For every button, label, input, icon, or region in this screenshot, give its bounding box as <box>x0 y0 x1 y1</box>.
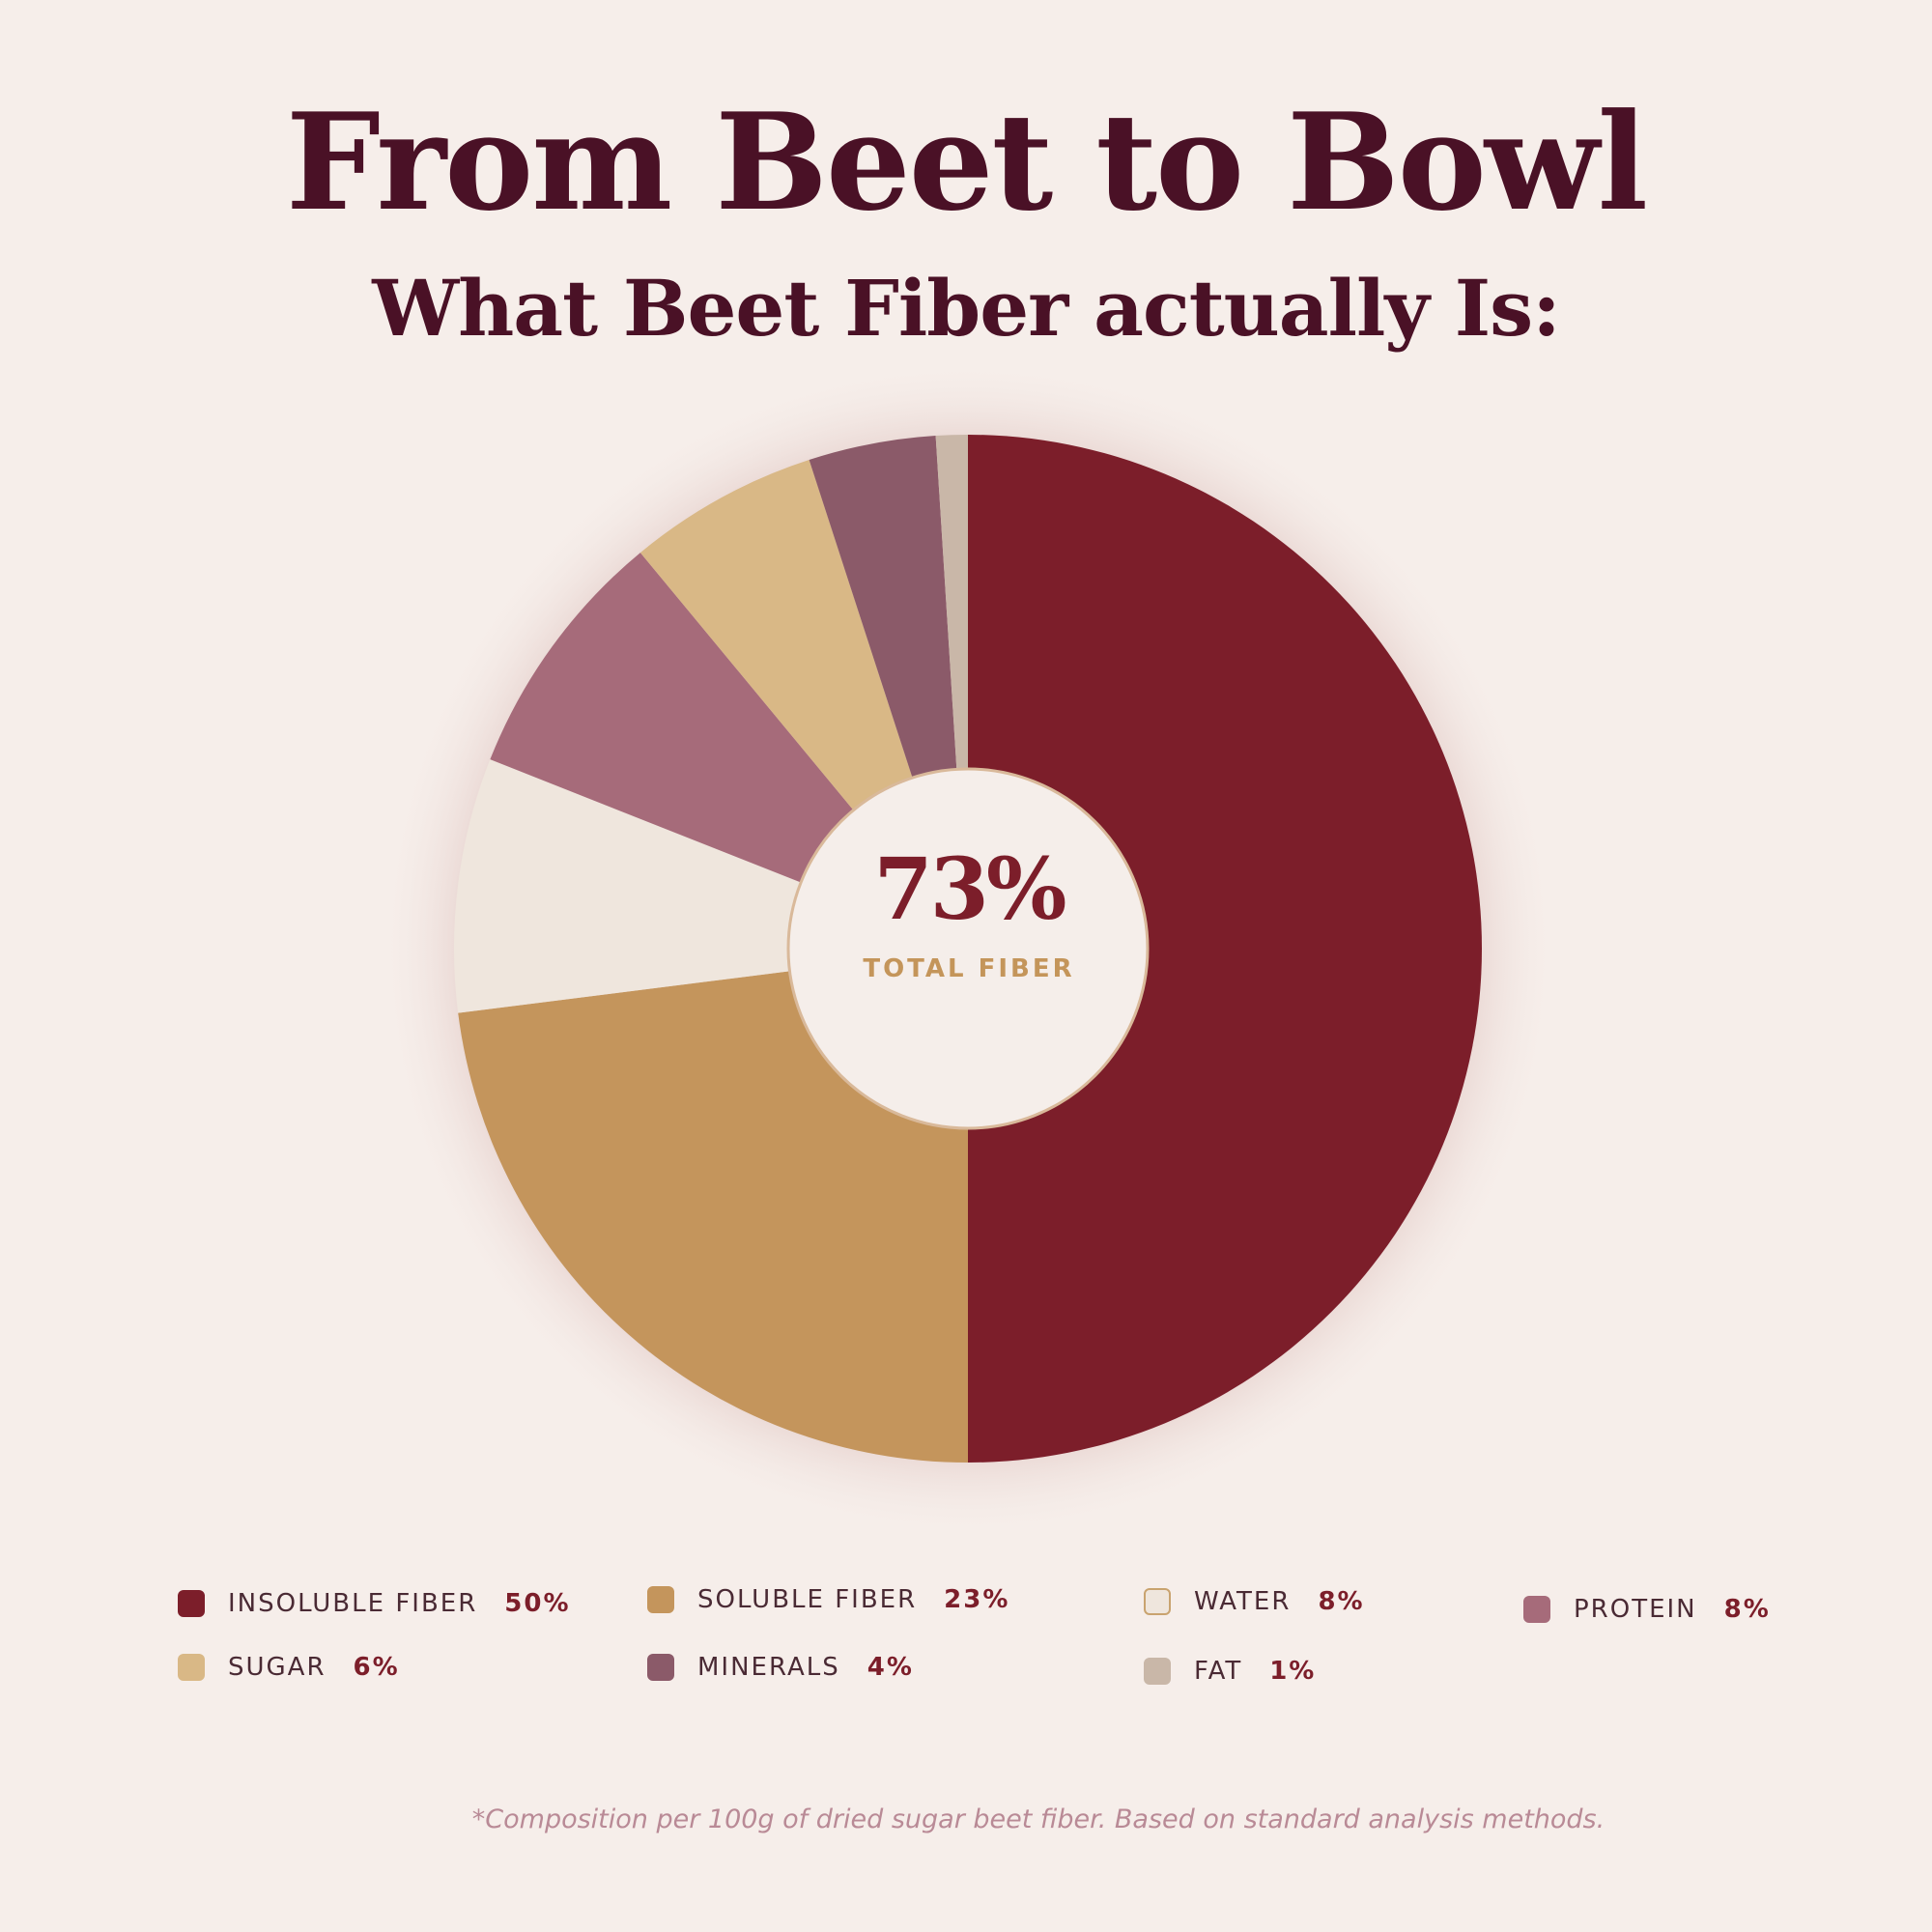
legend-item-soluble-fiber: SOLUBLE FIBER 23% <box>647 1580 1009 1619</box>
legend-swatch <box>647 1654 674 1681</box>
legend-value: 50% <box>504 1589 571 1618</box>
legend-item-protein: PROTEIN 8% <box>1523 1590 1771 1629</box>
legend-label: SOLUBLE FIBER <box>697 1585 918 1614</box>
slice-insoluble-fiber <box>968 435 1482 1463</box>
legend-value: 1% <box>1269 1657 1317 1686</box>
legend-value: 8% <box>1318 1587 1365 1616</box>
legend-item-fat: FAT 1% <box>1144 1652 1316 1690</box>
legend-swatch <box>178 1590 205 1617</box>
center-caption: TOTAL FIBER <box>863 954 1075 983</box>
legend-label: PROTEIN <box>1574 1595 1697 1624</box>
legend-item-water: WATER 8% <box>1144 1582 1365 1621</box>
legend-label: FAT <box>1194 1657 1243 1686</box>
legend-item-sugar: SUGAR 6% <box>178 1648 400 1687</box>
page-subtitle: What Beet Fiber actually Is: <box>372 263 1561 354</box>
center-value: 73% <box>873 838 1066 939</box>
footnote: *Composition per 100g of dried sugar bee… <box>471 1804 1605 1834</box>
legend-swatch <box>178 1654 205 1681</box>
legend-value: 23% <box>944 1585 1010 1614</box>
center-hole <box>786 767 1150 1130</box>
legend-item-minerals: MINERALS 4% <box>647 1648 914 1687</box>
legend-label: INSOLUBLE FIBER <box>228 1589 478 1618</box>
legend-swatch <box>647 1586 674 1613</box>
legend-label: WATER <box>1194 1587 1292 1616</box>
legend-value: 6% <box>353 1653 400 1682</box>
legend-swatch <box>1144 1588 1171 1615</box>
legend-value: 8% <box>1723 1595 1771 1624</box>
center-label: 73% TOTAL FIBER <box>790 846 1148 983</box>
legend-label: MINERALS <box>697 1653 840 1682</box>
legend-label: SUGAR <box>228 1653 327 1682</box>
page-title: From Beet to Bowl <box>285 83 1648 241</box>
legend-value: 4% <box>867 1653 914 1682</box>
legend-swatch <box>1144 1658 1171 1685</box>
legend-item-insoluble-fiber: INSOLUBLE FIBER 50% <box>178 1584 571 1623</box>
legend-swatch <box>1523 1596 1550 1623</box>
